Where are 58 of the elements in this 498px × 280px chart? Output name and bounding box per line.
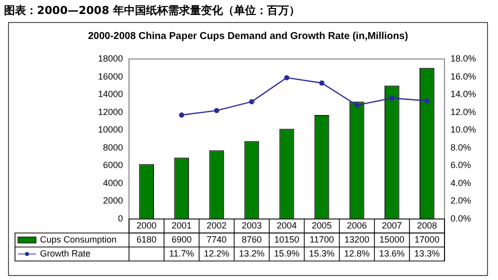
y2-tick-label: 14.0% [450, 89, 476, 100]
data-label: 13.2% [238, 248, 264, 258]
y2-tick-label: 12.0% [450, 106, 476, 117]
y-tick-label: 6000 [102, 160, 124, 170]
data-label: 6900 [172, 234, 192, 244]
data-label: 13.6% [379, 248, 405, 258]
legend-label: Cups Consumption [40, 234, 117, 244]
y2-tick-label: 0.0% [450, 213, 471, 224]
chart-subtitle: 2000-2008 China Paper Cups Demand and Growth Rate (in,Millions) [86, 31, 410, 42]
data-label: 15.9% [274, 248, 300, 258]
data-label: 13200 [344, 234, 370, 244]
point [354, 102, 360, 108]
data-label: 7740 [206, 234, 227, 244]
y-tick-label: 2000 [102, 196, 124, 206]
point [424, 98, 430, 104]
y2-tick-label: 4.0% [450, 178, 471, 188]
legend-label: Growth Rate [40, 248, 91, 258]
point [179, 112, 184, 118]
x-tick-label: 2001 [172, 220, 192, 230]
y-tick-label: 14000 [98, 89, 124, 100]
y-tick-label: 12000 [98, 106, 124, 117]
y-tick-label: 18000 [98, 53, 124, 64]
point [319, 80, 324, 86]
data-label: 12.2% [204, 248, 230, 258]
x-tick-label: 2003 [242, 220, 262, 230]
x-tick-label: 2006 [346, 220, 367, 230]
data-label: 10150 [274, 234, 300, 244]
data-label: 15000 [379, 234, 404, 244]
y2-tick-label: 8.0% [450, 142, 471, 152]
y2-tick-label: 10.0% [450, 124, 476, 135]
data-label: 8760 [242, 234, 262, 244]
data-label: 11.7% [169, 248, 194, 258]
point [214, 108, 220, 114]
data-label: 13.3% [414, 248, 440, 258]
data-label: 6180 [136, 234, 157, 244]
y-tick-label: 0 [118, 213, 124, 224]
y2-tick-label: 16.0% [450, 71, 476, 82]
x-tick-label: 2000 [136, 220, 157, 230]
y2-tick-label: 6.0% [450, 160, 471, 170]
y-tick-label: 10000 [98, 124, 124, 135]
point [284, 75, 290, 80]
x-tick-label: 2002 [206, 220, 227, 230]
point [249, 99, 254, 104]
x-tick-label: 2007 [382, 220, 402, 230]
y2-tick-label: 2.0% [450, 196, 471, 206]
data-label: 11700 [310, 234, 334, 244]
data-label: 17000 [414, 234, 440, 244]
x-tick-label: 2008 [416, 220, 437, 230]
data-label: 12.8% [344, 248, 370, 258]
y2-tick-label: 18.0% [450, 53, 476, 64]
chart-title: 图表：2000—2008 年中国纸杯需求量变化（单位：百万） [4, 3, 300, 18]
x-tick-label: 2005 [312, 220, 332, 230]
x-tick-label: 2004 [276, 220, 297, 230]
y-tick-label: 4000 [102, 178, 124, 188]
y-tick-label: 8000 [102, 142, 124, 152]
point [389, 96, 395, 101]
data-label: 15.3% [309, 248, 335, 258]
y-tick-label: 16000 [98, 71, 124, 82]
